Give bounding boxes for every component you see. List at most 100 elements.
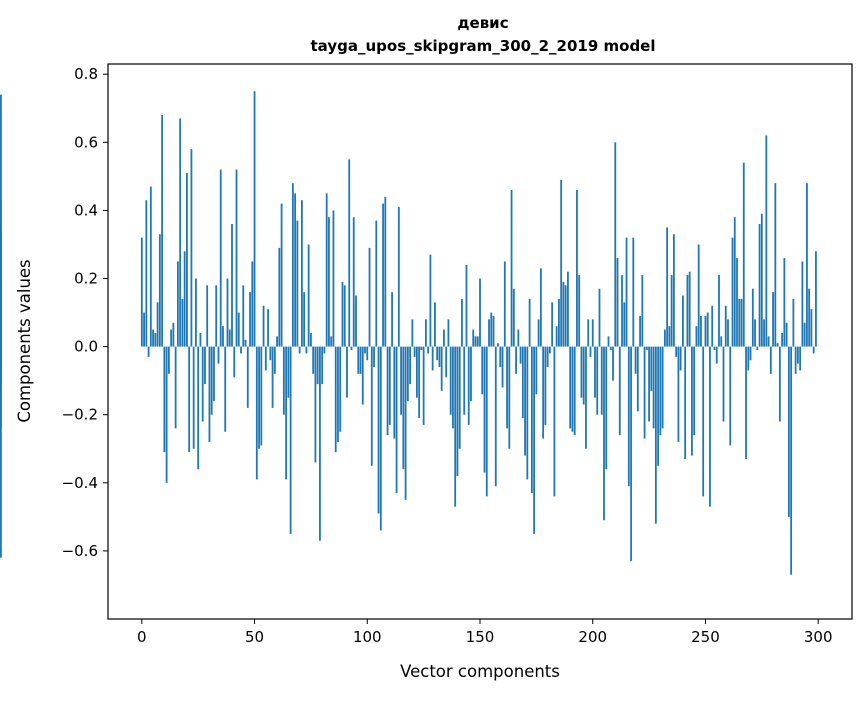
bar xyxy=(366,346,369,361)
bar xyxy=(269,346,272,361)
bar xyxy=(413,346,416,357)
bar xyxy=(235,169,238,347)
bar xyxy=(573,346,576,436)
bar xyxy=(373,346,375,368)
bar xyxy=(560,179,563,347)
bar xyxy=(467,346,470,425)
bar xyxy=(391,292,393,347)
bar xyxy=(273,346,276,374)
bar xyxy=(303,292,306,347)
bar xyxy=(621,275,623,347)
bar xyxy=(756,346,759,351)
bar xyxy=(201,346,204,422)
bar xyxy=(253,91,256,347)
bar xyxy=(222,326,224,347)
bar xyxy=(197,346,200,470)
x-axis-label: Vector components xyxy=(400,662,560,681)
bar xyxy=(242,285,245,347)
bar xyxy=(294,193,297,347)
bar xyxy=(812,346,815,354)
bar xyxy=(711,305,714,347)
bar xyxy=(528,298,531,347)
bar xyxy=(404,346,407,500)
bar xyxy=(190,149,193,347)
y-tick-label: 0.6 xyxy=(74,133,98,151)
bar xyxy=(616,258,619,347)
y-tick-label: −0.6 xyxy=(62,542,98,560)
bar xyxy=(627,346,630,487)
bar xyxy=(271,346,274,408)
bar xyxy=(724,305,727,347)
bar xyxy=(564,285,567,347)
bar xyxy=(289,346,292,534)
bar xyxy=(745,346,747,459)
bar xyxy=(445,346,448,378)
bar xyxy=(645,346,648,351)
bar xyxy=(224,346,227,432)
bar xyxy=(686,275,689,347)
chart-title: девис xyxy=(457,14,508,32)
bar xyxy=(672,234,675,347)
x-tick-label: 250 xyxy=(691,628,720,646)
bar xyxy=(582,346,585,405)
x-axis: 0 50 100 150 200 250 300 xyxy=(137,619,833,646)
bar xyxy=(810,309,813,347)
bar xyxy=(316,346,319,385)
bar xyxy=(702,346,705,497)
bar xyxy=(704,315,707,347)
bar xyxy=(733,217,736,347)
bar xyxy=(449,346,452,415)
bar xyxy=(485,346,488,497)
bar xyxy=(321,346,324,385)
bar xyxy=(217,346,220,364)
bar xyxy=(264,346,267,371)
bar xyxy=(240,346,242,354)
bar xyxy=(580,346,583,398)
bar xyxy=(790,346,793,575)
bar xyxy=(204,346,206,385)
bar xyxy=(258,346,260,449)
bar xyxy=(625,237,628,347)
bar xyxy=(424,319,427,347)
bar xyxy=(260,346,263,446)
bar xyxy=(188,346,191,453)
y-tick-label: 0.2 xyxy=(74,270,98,288)
bar xyxy=(806,183,808,347)
bar xyxy=(521,346,524,419)
bar xyxy=(267,309,269,347)
bar xyxy=(614,142,617,347)
bar xyxy=(729,346,732,446)
bar xyxy=(170,329,173,347)
bar xyxy=(772,292,774,347)
bar xyxy=(691,346,693,456)
bar xyxy=(778,346,781,422)
bar xyxy=(402,346,405,470)
bar xyxy=(370,346,373,466)
bar xyxy=(472,329,475,347)
bar xyxy=(291,183,294,347)
bar xyxy=(395,346,398,494)
bar xyxy=(334,346,337,453)
bar xyxy=(463,346,466,415)
bar xyxy=(310,332,312,347)
bar xyxy=(377,346,380,514)
bar xyxy=(167,346,170,374)
bar xyxy=(461,298,463,347)
bar xyxy=(278,247,281,347)
bar xyxy=(483,346,486,473)
x-tick-label: 300 xyxy=(804,628,833,646)
bar xyxy=(443,329,445,347)
bar xyxy=(158,234,161,347)
bar xyxy=(736,258,738,347)
x-tick-label: 50 xyxy=(245,628,264,646)
bar xyxy=(458,346,461,449)
bar xyxy=(233,346,236,378)
bar xyxy=(465,264,468,347)
bar xyxy=(801,261,804,347)
bar xyxy=(300,200,303,347)
bar xyxy=(562,281,565,347)
x-tick-label: 100 xyxy=(353,628,382,646)
bar xyxy=(796,346,799,364)
